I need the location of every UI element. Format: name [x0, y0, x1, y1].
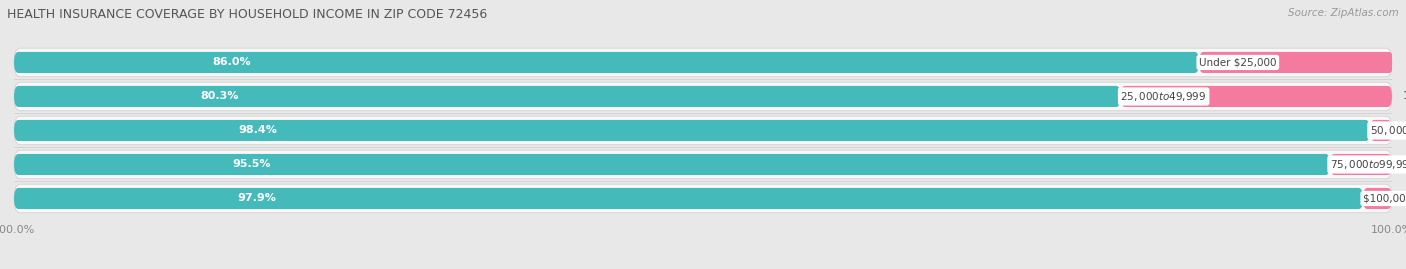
- Text: 1.6%: 1.6%: [1403, 125, 1406, 136]
- Text: Under $25,000: Under $25,000: [1199, 58, 1277, 68]
- Text: 14.1%: 14.1%: [1405, 58, 1406, 68]
- FancyBboxPatch shape: [1330, 154, 1392, 175]
- Text: $75,000 to $99,999: $75,000 to $99,999: [1330, 158, 1406, 171]
- FancyBboxPatch shape: [14, 184, 1392, 213]
- FancyBboxPatch shape: [14, 116, 1392, 145]
- FancyBboxPatch shape: [14, 188, 1362, 209]
- Text: Source: ZipAtlas.com: Source: ZipAtlas.com: [1288, 8, 1399, 18]
- Text: $100,000 and over: $100,000 and over: [1362, 193, 1406, 203]
- FancyBboxPatch shape: [1362, 188, 1392, 209]
- Text: 4.5%: 4.5%: [1403, 160, 1406, 169]
- FancyBboxPatch shape: [14, 48, 1392, 77]
- Text: 97.9%: 97.9%: [238, 193, 276, 203]
- Text: 98.4%: 98.4%: [238, 125, 277, 136]
- FancyBboxPatch shape: [14, 154, 1330, 175]
- FancyBboxPatch shape: [1199, 52, 1393, 73]
- Text: HEALTH INSURANCE COVERAGE BY HOUSEHOLD INCOME IN ZIP CODE 72456: HEALTH INSURANCE COVERAGE BY HOUSEHOLD I…: [7, 8, 488, 21]
- FancyBboxPatch shape: [14, 120, 1369, 141]
- Text: 95.5%: 95.5%: [232, 160, 270, 169]
- FancyBboxPatch shape: [14, 86, 1121, 107]
- Text: $25,000 to $49,999: $25,000 to $49,999: [1121, 90, 1206, 103]
- FancyBboxPatch shape: [14, 82, 1392, 111]
- Text: 80.3%: 80.3%: [201, 91, 239, 101]
- FancyBboxPatch shape: [14, 52, 1199, 73]
- Text: 19.7%: 19.7%: [1403, 91, 1406, 101]
- FancyBboxPatch shape: [14, 150, 1392, 179]
- FancyBboxPatch shape: [1121, 86, 1392, 107]
- Text: 2.1%: 2.1%: [1403, 193, 1406, 203]
- Text: $50,000 to $74,999: $50,000 to $74,999: [1369, 124, 1406, 137]
- Text: 86.0%: 86.0%: [212, 58, 252, 68]
- FancyBboxPatch shape: [1369, 120, 1392, 141]
